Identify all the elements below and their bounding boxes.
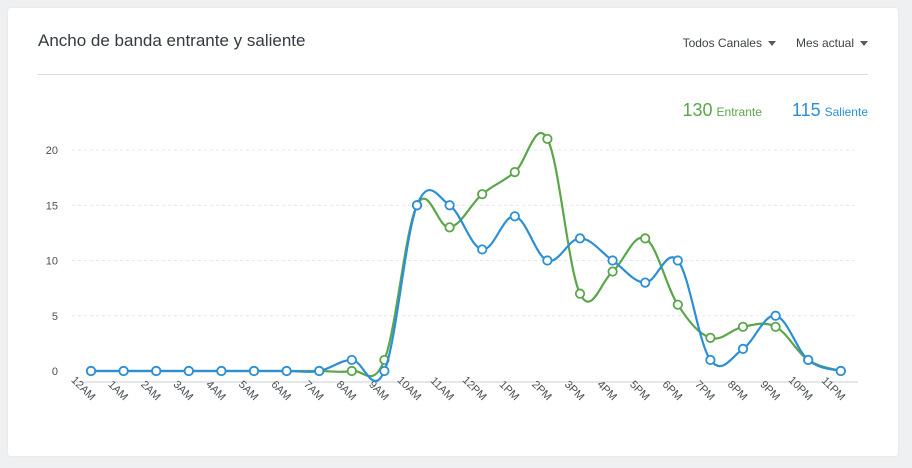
x-tick-label: 10PM <box>786 374 815 403</box>
outgoing-data-point <box>379 365 390 377</box>
legend-outgoing-value: 115 <box>791 100 821 120</box>
bandwidth-card: Ancho de banda entrante y saliente Todos… <box>8 8 898 456</box>
channel-filter-dropdown[interactable]: Todos Canales <box>683 36 776 50</box>
x-tick-label: 11AM <box>428 375 456 403</box>
outgoing-data-point <box>640 277 651 288</box>
filter-bar: Todos Canales Mes actual <box>683 36 868 50</box>
outgoing-data-point <box>314 365 325 377</box>
incoming-series-line <box>90 131 842 378</box>
incoming-data-point <box>346 365 357 377</box>
legend-outgoing-label: Saliente <box>824 105 868 119</box>
outgoing-data-point <box>216 365 227 377</box>
period-filter-dropdown[interactable]: Mes actual <box>796 36 868 50</box>
outgoing-series-line <box>90 189 842 382</box>
outgoing-data-point <box>444 200 455 211</box>
outgoing-data-point <box>183 365 194 377</box>
x-tick-label: 12AM <box>69 374 98 403</box>
incoming-data-point <box>672 299 683 310</box>
channel-filter-label: Todos Canales <box>682 36 762 50</box>
incoming-data-point <box>574 288 586 299</box>
x-tick-label: 12PM <box>460 374 489 403</box>
y-tick-label: 0 <box>52 366 58 378</box>
outgoing-data-point <box>85 365 97 377</box>
incoming-data-point <box>444 222 455 233</box>
y-tick-label: 15 <box>46 200 58 212</box>
outgoing-data-point <box>705 354 716 366</box>
outgoing-data-point <box>477 244 488 255</box>
outgoing-data-point <box>737 343 749 354</box>
outgoing-data-point <box>607 255 618 266</box>
incoming-data-point <box>509 167 520 178</box>
legend-incoming[interactable]: 130 Entrante <box>683 100 762 121</box>
outgoing-data-point <box>151 365 162 377</box>
incoming-data-point <box>737 321 749 332</box>
outgoing-data-point <box>281 365 292 377</box>
outgoing-data-point <box>672 255 683 266</box>
period-filter-label: Mes actual <box>795 36 854 50</box>
incoming-data-point <box>770 321 781 332</box>
incoming-data-point <box>705 332 716 343</box>
legend-incoming-label: Entrante <box>716 105 762 119</box>
outgoing-data-point <box>542 255 553 266</box>
chart-title: Ancho de banda entrante y saliente <box>38 31 306 50</box>
incoming-data-point <box>607 266 618 277</box>
outgoing-data-point <box>803 354 814 366</box>
x-tick-label: 11PM <box>819 375 847 403</box>
outgoing-data-point <box>346 354 357 366</box>
y-tick-label: 10 <box>46 256 58 268</box>
incoming-data-point <box>640 233 651 244</box>
y-tick-label: 20 <box>46 145 58 157</box>
caret-down-icon <box>767 41 776 46</box>
outgoing-data-point <box>835 365 846 377</box>
legend-incoming-value: 130 <box>682 100 713 120</box>
incoming-data-point <box>477 189 488 200</box>
incoming-data-point <box>542 133 553 145</box>
y-tick-label: 5 <box>52 311 58 323</box>
outgoing-data-point <box>770 310 781 321</box>
outgoing-data-point <box>411 200 423 211</box>
x-tick-label: 10AM <box>395 374 424 403</box>
caret-down-icon <box>860 41 868 46</box>
legend-outgoing[interactable]: 115 Saliente <box>792 100 868 121</box>
header-divider <box>38 74 868 75</box>
chart-legend: 130 Entrante 115 Saliente <box>683 100 869 121</box>
outgoing-data-point <box>574 233 586 244</box>
outgoing-data-point <box>248 365 260 377</box>
outgoing-data-point <box>118 365 129 377</box>
outgoing-data-point <box>509 211 520 222</box>
